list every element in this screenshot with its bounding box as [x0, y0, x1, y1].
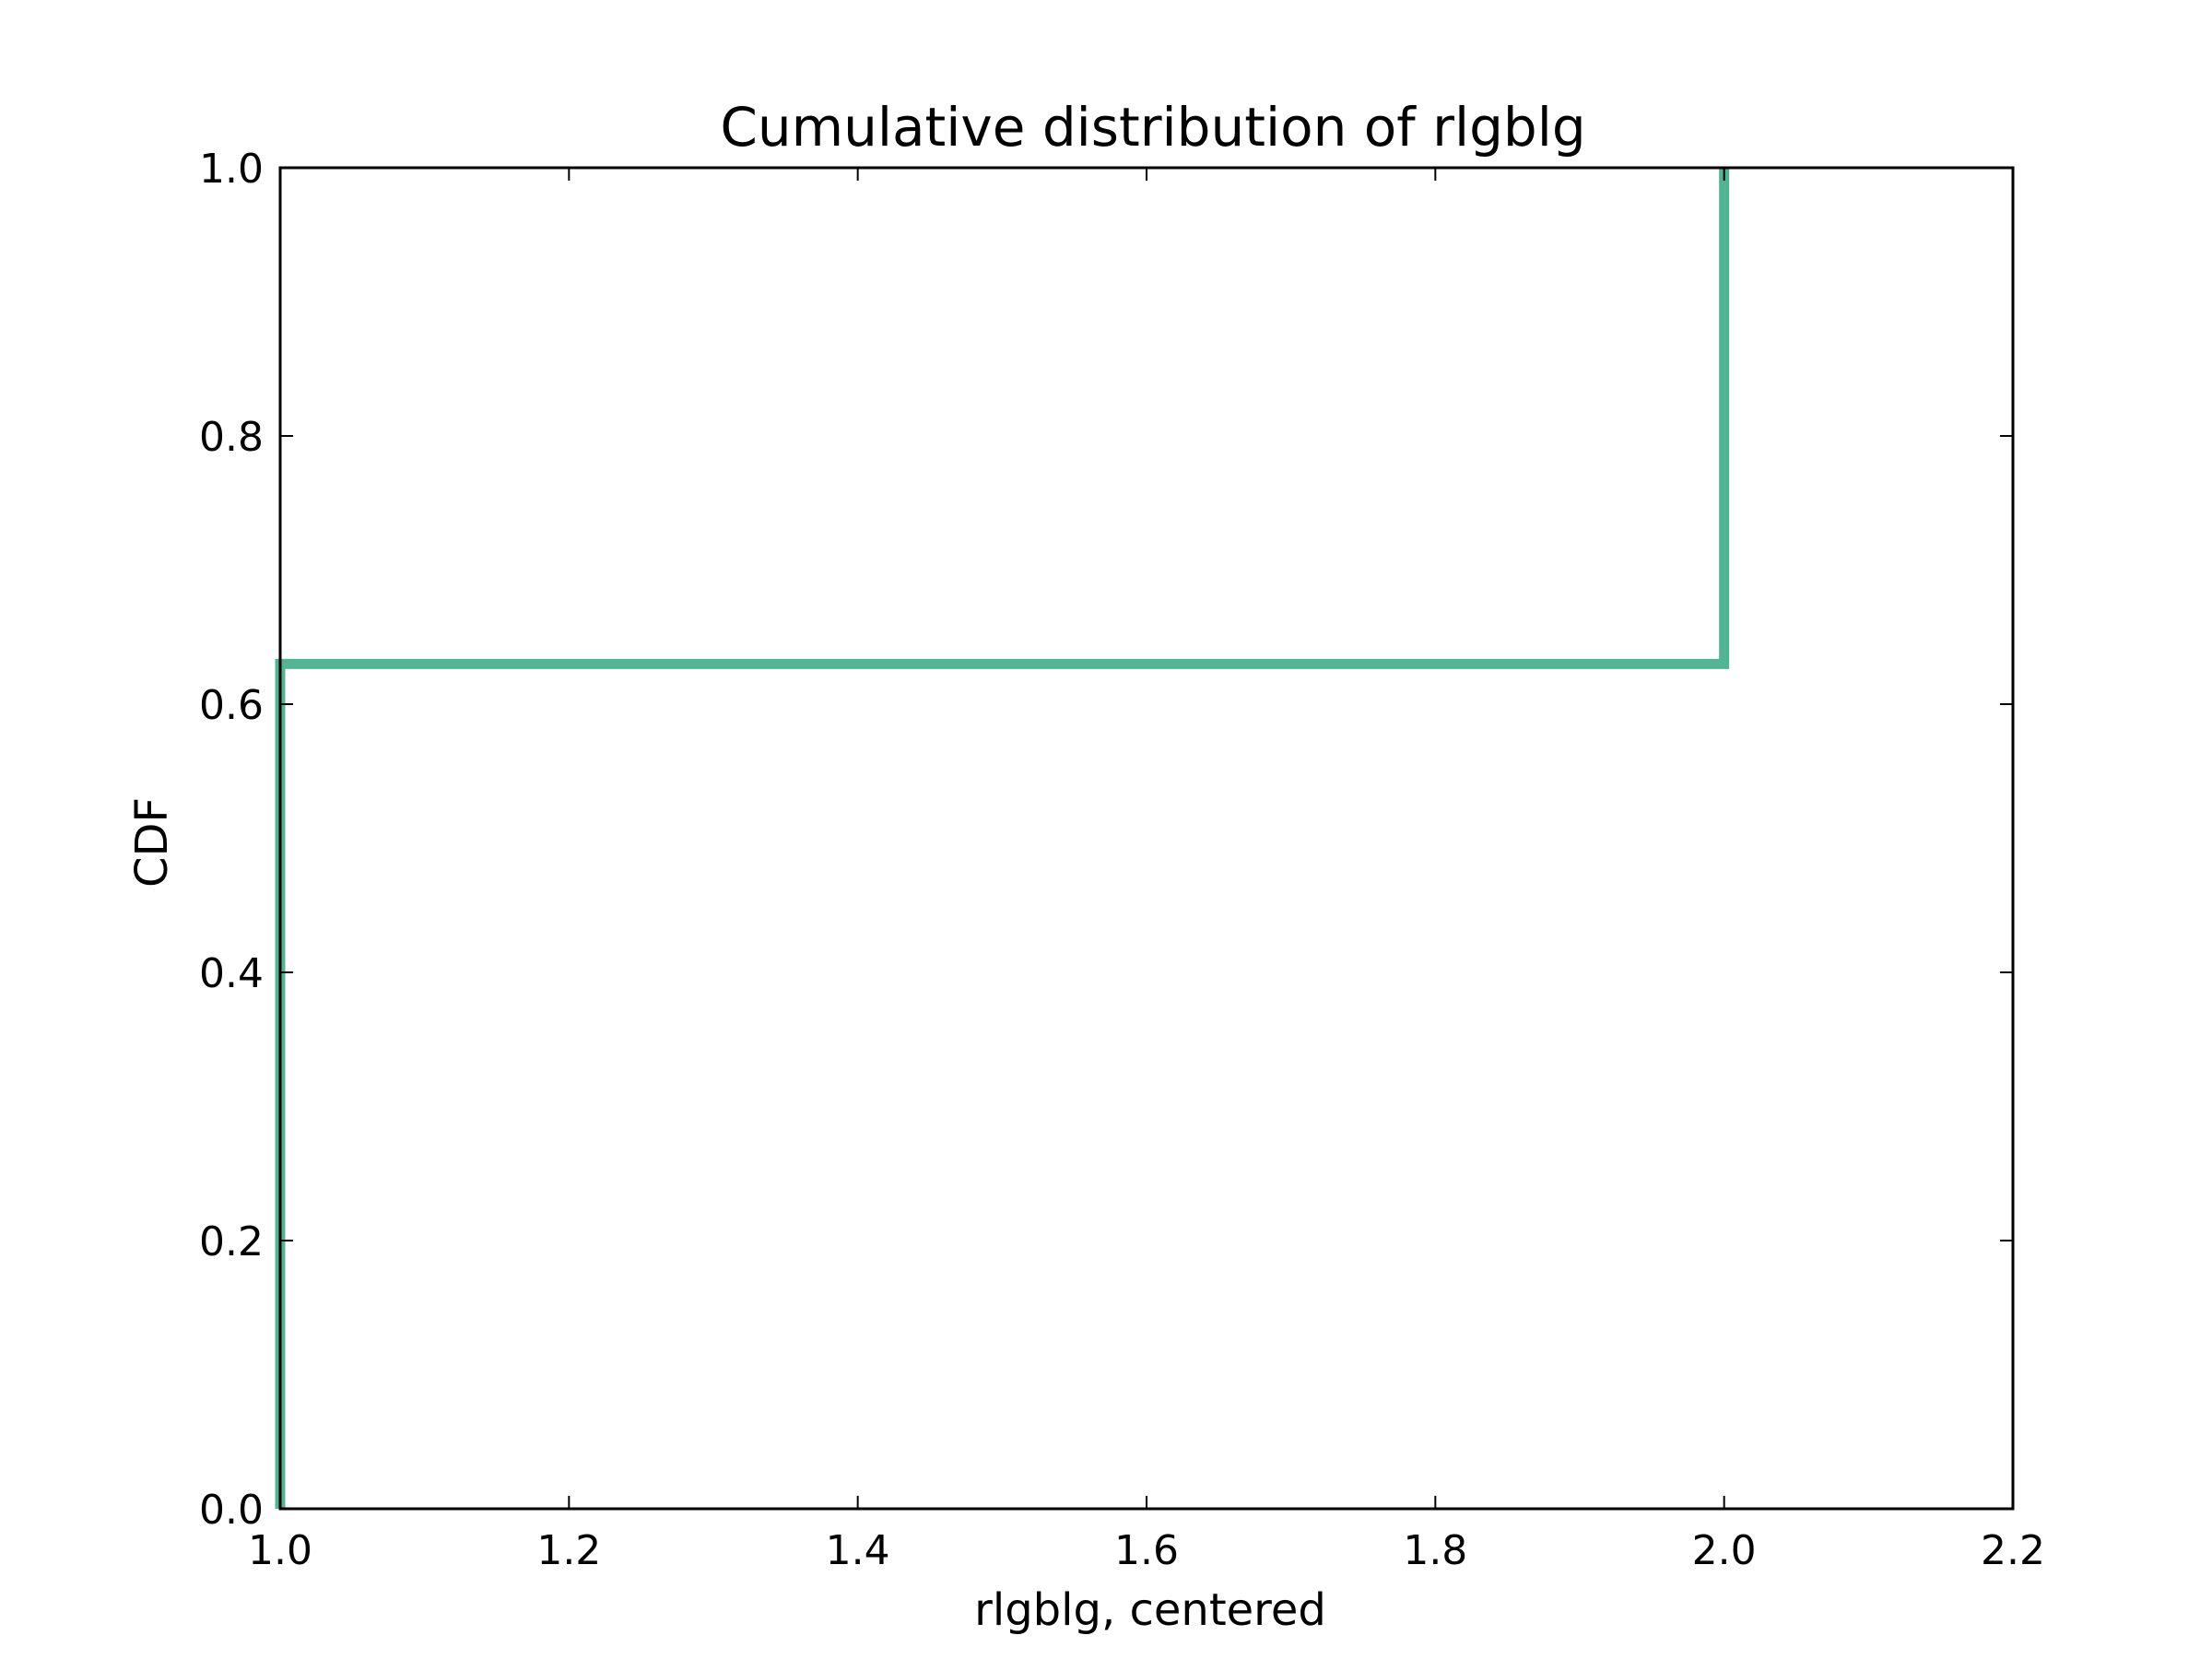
x-tick-label: 2.0: [1692, 1527, 1757, 1574]
x-axis-title: rlgblg, centered: [974, 1584, 1326, 1636]
x-tick-label: 1.2: [536, 1527, 601, 1574]
chart-title: Cumulative distribution of rlgblg: [720, 96, 1585, 159]
y-tick-label: 0.4: [199, 950, 264, 997]
y-tick-label: 0.0: [199, 1487, 264, 1534]
x-tick-label: 1.6: [1114, 1527, 1179, 1574]
x-tick-label: 1.0: [248, 1527, 312, 1574]
y-tick-label: 0.2: [199, 1218, 264, 1265]
x-tick-label: 1.4: [826, 1527, 890, 1574]
axes-frame: [278, 166, 2015, 1511]
y-axis-title: CDF: [126, 797, 178, 888]
x-tick-label: 1.8: [1403, 1527, 1467, 1574]
plot-area: 1.0 1.2 1.4 1.6 1.8 2.0 2.2 0.0 0.2 0.4 0.6 0.8 1.0: [199, 146, 2045, 1574]
x-tick-label: 2.2: [1981, 1527, 2045, 1574]
y-tick-label: 1.0: [199, 146, 264, 193]
y-tick-label: 0.6: [199, 682, 264, 729]
y-tick-label: 0.8: [199, 414, 264, 461]
